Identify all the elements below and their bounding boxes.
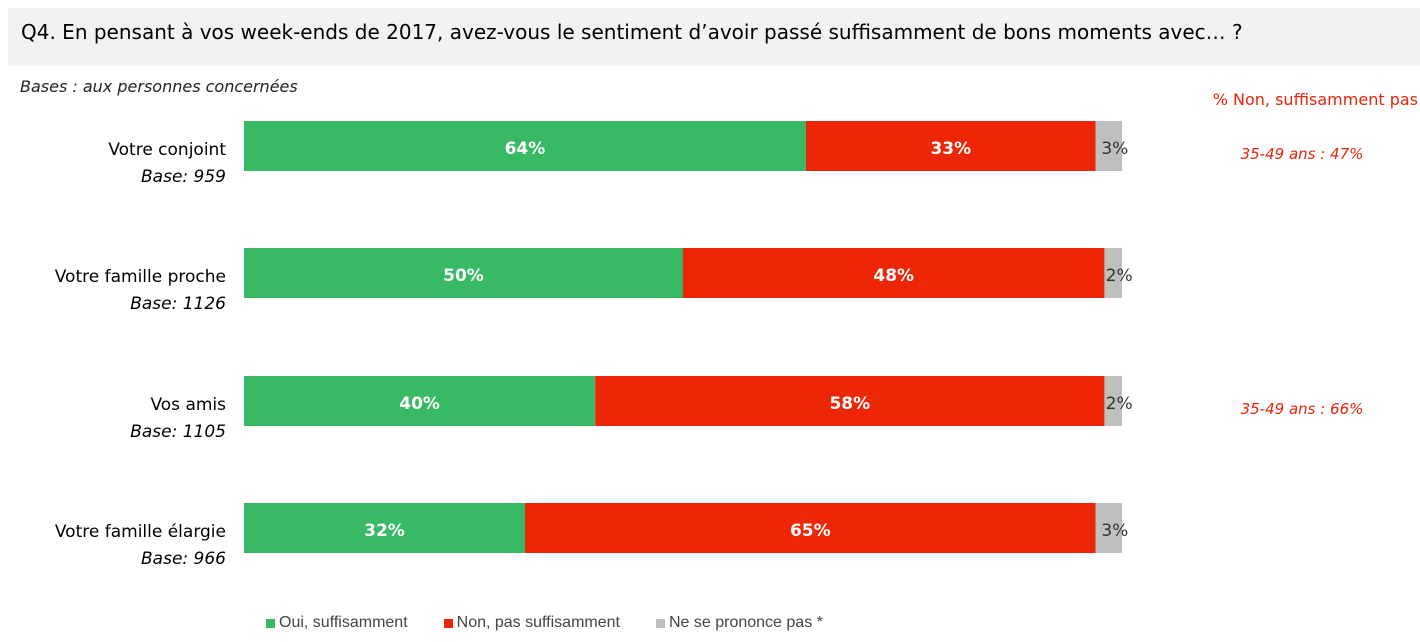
bar-segment-oui [244, 248, 683, 298]
data-label-oui: 32% [364, 521, 405, 541]
category-base: Base: 1105 [130, 422, 226, 442]
legend-label-nsp: Ne se prononce pas * [668, 614, 823, 631]
bar-segment-oui [244, 376, 596, 426]
bar-segment-non [524, 503, 1096, 553]
data-label-oui: 40% [399, 394, 440, 414]
legend-item-non: Non, pas suffisamment [443, 614, 620, 632]
bar-segment-oui [244, 121, 806, 171]
data-label-non: 58% [829, 394, 870, 414]
category-base: Base: 966 [141, 549, 226, 569]
legend-item-nsp: Ne se prononce pas * [655, 614, 823, 632]
bases-note: Bases : aux personnes concernées [20, 77, 298, 96]
question-header: Q4. En pensant à vos week-ends de 2017, … [8, 8, 1420, 66]
bar-segment-nsp [1095, 121, 1122, 171]
data-label-nsp: 2% [1106, 266, 1133, 286]
chart-legend: Oui, suffisamment Non, pas suffisamment … [266, 614, 859, 632]
legend-swatch-nsp [655, 618, 665, 628]
data-label-oui: 50% [443, 266, 484, 286]
bar-segment-oui [244, 503, 525, 553]
bar-segment-non [683, 248, 1105, 298]
legend-swatch-non [443, 618, 453, 628]
data-label-non: 33% [930, 139, 971, 159]
category-base: Base: 959 [141, 167, 226, 187]
data-label-nsp: 3% [1101, 139, 1128, 159]
data-label-non: 65% [790, 521, 831, 541]
legend-label-oui: Oui, suffisamment [279, 614, 408, 631]
legend-swatch-oui [266, 618, 275, 628]
bar-segment-nsp [1104, 376, 1122, 426]
data-label-non: 48% [873, 266, 914, 286]
category-label: Vos amis [150, 395, 226, 415]
category-label: Votre famille élargie [55, 522, 226, 542]
question-title: Q4. En pensant à vos week-ends de 2017, … [21, 20, 1243, 44]
category-base: Base: 1126 [130, 294, 226, 314]
side-note: 35-49 ans : 66% [1241, 400, 1364, 418]
data-label-nsp: 3% [1101, 521, 1128, 541]
category-label: Votre famille proche [55, 267, 226, 287]
legend-item-oui: Oui, suffisamment [266, 614, 408, 632]
side-note: 35-49 ans : 47% [1241, 145, 1364, 163]
data-label-nsp: 2% [1106, 394, 1133, 414]
category-label: Votre conjoint [108, 140, 226, 160]
bar-segment-nsp [1104, 248, 1122, 298]
bar-segment-non [595, 376, 1105, 426]
legend-label-non: Non, pas suffisamment [456, 614, 620, 631]
bar-segment-non [805, 121, 1096, 171]
bar-segment-nsp [1095, 503, 1122, 553]
side-column-title: % Non, suffisamment pas [1212, 90, 1418, 109]
data-label-oui: 64% [505, 139, 546, 159]
